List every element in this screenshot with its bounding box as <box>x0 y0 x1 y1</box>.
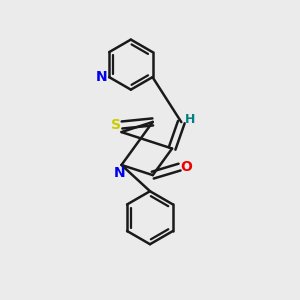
Text: H: H <box>185 113 195 126</box>
Text: N: N <box>114 166 126 180</box>
Text: S: S <box>110 118 121 132</box>
Text: N: N <box>96 70 108 84</box>
Text: O: O <box>180 160 192 174</box>
